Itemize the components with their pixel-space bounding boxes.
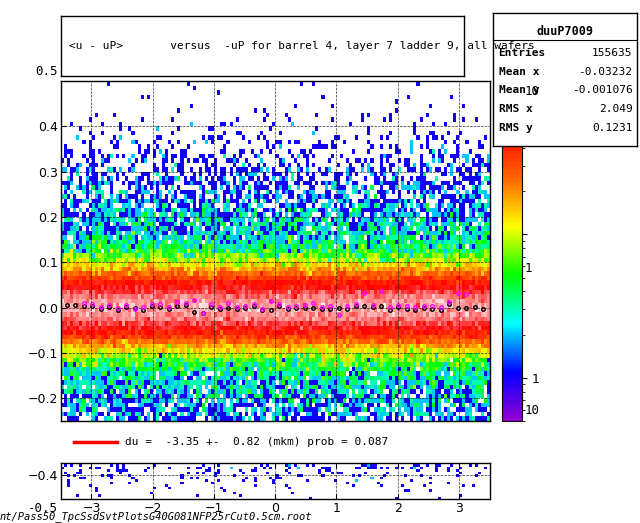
Text: duuP7009: duuP7009: [536, 25, 593, 38]
Text: 0.5: 0.5: [35, 65, 58, 78]
Text: 0.1231: 0.1231: [592, 123, 632, 133]
Text: 155635: 155635: [592, 48, 632, 58]
Text: RMS x: RMS x: [499, 104, 532, 114]
Text: -0.001076: -0.001076: [572, 85, 632, 95]
Text: Mean y: Mean y: [499, 85, 539, 95]
Text: RMS y: RMS y: [499, 123, 532, 133]
Text: -0.5: -0.5: [28, 502, 58, 515]
Text: du =  -3.35 +-  0.82 (mkm) prob = 0.087: du = -3.35 +- 0.82 (mkm) prob = 0.087: [125, 437, 388, 447]
Text: nt/Pass50_TpcSsdSvtPlotsG40G081NFP25rCut0.5cm.root: nt/Pass50_TpcSsdSvtPlotsG40G081NFP25rCut…: [0, 511, 312, 522]
Text: <u - uP>       versus  -uP for barrel 4, layer 7 ladder 9, all wafers: <u - uP> versus -uP for barrel 4, layer …: [69, 41, 534, 51]
Text: Mean x: Mean x: [499, 67, 539, 77]
Text: 10: 10: [525, 404, 540, 417]
Text: 1: 1: [525, 262, 532, 275]
Text: 10: 10: [525, 85, 540, 98]
Text: Entries: Entries: [499, 48, 546, 58]
Text: 2.049: 2.049: [599, 104, 632, 114]
Text: -0.03232: -0.03232: [579, 67, 632, 77]
